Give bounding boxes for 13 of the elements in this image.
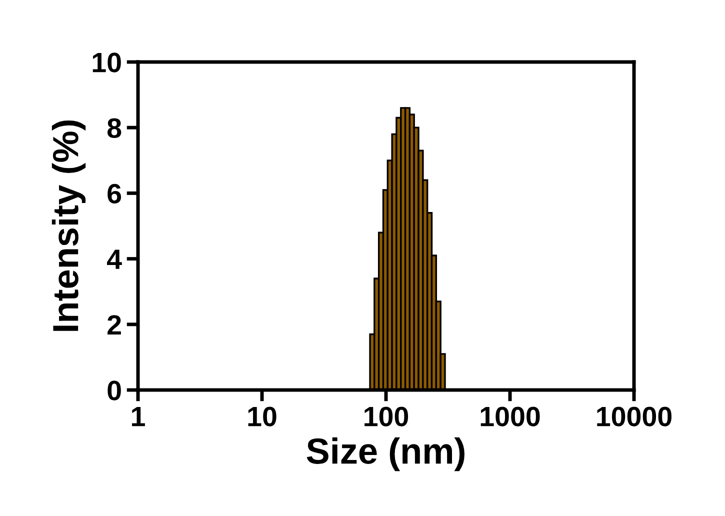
y-tick-label: 2: [108, 315, 121, 334]
x-tick-label: 1: [132, 406, 145, 426]
y-tick-label: 0: [108, 380, 121, 400]
y-tick-label: 4: [107, 250, 122, 269]
y-tick-label: 6: [108, 184, 122, 204]
x-tick-label: 1000: [480, 406, 540, 426]
y-axis-title: Intensity (%): [52, 120, 86, 331]
x-axis-title: Size (nm): [306, 437, 464, 472]
x-tick-label: 100: [364, 406, 408, 426]
x-tick-label: 10: [248, 406, 276, 426]
y-tick-label: 8: [107, 118, 122, 138]
x-tick-label: 10000: [597, 406, 672, 426]
y-tick-label: 10: [92, 52, 121, 72]
